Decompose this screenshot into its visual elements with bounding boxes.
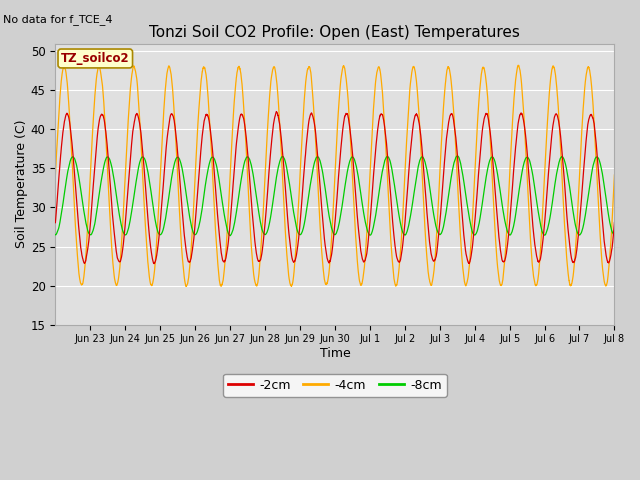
-2cm	[71, 176, 79, 182]
-8cm	[196, 217, 204, 223]
Y-axis label: Soil Temperature (C): Soil Temperature (C)	[15, 120, 28, 248]
-8cm	[611, 232, 618, 238]
-2cm	[52, 220, 60, 226]
Line: -2cm: -2cm	[56, 112, 614, 264]
Line: -4cm: -4cm	[56, 65, 614, 286]
-2cm	[150, 261, 158, 266]
-4cm	[223, 229, 231, 235]
-8cm	[223, 226, 231, 232]
Title: Tonzi Soil CO2 Profile: Open (East) Temperatures: Tonzi Soil CO2 Profile: Open (East) Temp…	[150, 24, 520, 39]
-4cm	[52, 173, 60, 179]
-4cm	[71, 215, 79, 220]
-8cm	[227, 233, 234, 239]
Text: TZ_soilco2: TZ_soilco2	[61, 52, 129, 65]
Text: No data for f_TCE_4: No data for f_TCE_4	[3, 14, 113, 25]
-8cm	[472, 232, 479, 238]
-8cm	[71, 156, 79, 162]
-4cm	[196, 87, 204, 93]
-8cm	[303, 209, 310, 215]
-2cm	[303, 142, 310, 147]
-4cm	[515, 62, 522, 68]
-4cm	[182, 283, 190, 289]
-4cm	[539, 204, 547, 210]
-2cm	[273, 109, 280, 115]
-4cm	[303, 74, 310, 80]
-2cm	[472, 212, 479, 218]
Legend: -2cm, -4cm, -8cm: -2cm, -4cm, -8cm	[223, 374, 447, 397]
-4cm	[611, 172, 618, 178]
Line: -8cm: -8cm	[56, 156, 614, 236]
-2cm	[611, 220, 618, 226]
-2cm	[539, 237, 547, 243]
-8cm	[539, 231, 547, 237]
-8cm	[453, 153, 461, 159]
-2cm	[196, 154, 204, 160]
X-axis label: Time: Time	[319, 347, 350, 360]
-4cm	[472, 161, 479, 167]
-8cm	[52, 232, 60, 238]
-2cm	[223, 249, 231, 254]
